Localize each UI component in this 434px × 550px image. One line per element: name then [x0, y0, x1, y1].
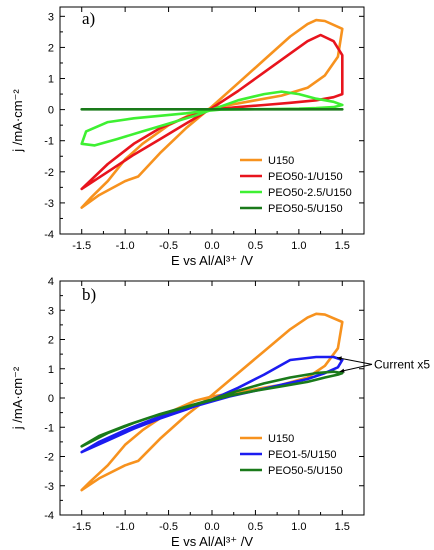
y-tick-label: 3 — [48, 305, 54, 317]
x-tick-label: 0.5 — [248, 521, 263, 533]
x-tick-label: -1.5 — [72, 521, 91, 533]
x-tick-label: -1.0 — [116, 521, 135, 533]
y-tick-label: -2 — [44, 452, 54, 464]
y-axis-title: j /mA·cm⁻² — [10, 366, 25, 430]
y-tick-label: 2 — [48, 335, 54, 347]
annotation-arrow-1 — [339, 363, 373, 373]
plot-frame — [59, 280, 365, 516]
y-tick-label: -1 — [44, 422, 54, 434]
panel-a: -1.5 -1.0 -0.5 0.0 0.5 1.0 1.5 -4 -3 -2 -1 0 1 2 3 E vs… — [10, 6, 365, 268]
x-axis-title: E vs Al/Al³⁺ /V — [171, 534, 253, 549]
x-tick-label: 1.5 — [335, 521, 350, 533]
legend-entry-2: PEO50-5/U150 — [268, 465, 343, 477]
annotation-arrow-0 — [336, 357, 373, 365]
y-tick-label: 2 — [48, 42, 54, 54]
panel-label: a) — [82, 9, 95, 28]
x-tick-label: -1.0 — [116, 240, 135, 252]
x-tick-label: -0.5 — [159, 240, 178, 252]
series-line-0 — [80, 18, 344, 209]
y-axis-title: j /mA·cm⁻² — [10, 89, 25, 153]
x-tick-label: 1.0 — [291, 521, 306, 533]
y-tick-label: -3 — [44, 481, 54, 493]
x-tick-label: -1.5 — [72, 240, 91, 252]
y-tick-label: 0 — [48, 105, 54, 117]
annotation-arrowhead-0 — [337, 356, 342, 361]
y-tick-label: 1 — [48, 364, 54, 376]
series-line-1 — [80, 355, 344, 454]
y-tick-label: 4 — [48, 276, 54, 288]
legend-entry-3: PEO50-5/U150 — [268, 203, 343, 215]
x-tick-label: 0.5 — [248, 240, 263, 252]
y-tick-label: -3 — [44, 198, 54, 210]
y-tick-label: -2 — [44, 167, 54, 179]
plot-frame — [59, 6, 365, 235]
y-tick-label: -1 — [44, 136, 54, 148]
x-tick-label: 0.0 — [204, 240, 219, 252]
series-line-2 — [80, 90, 344, 147]
x-tick-label: 0.0 — [204, 521, 219, 533]
x-tick-label: -0.5 — [159, 521, 178, 533]
annotation-arrowhead-1 — [339, 368, 345, 373]
panel-b: -1.5 -1.0 -0.5 0.0 0.5 1.0 1.5 -4 -3 -2 -1 0 1 2 3 4 E v… — [10, 276, 430, 549]
legend-entry-0: U150 — [268, 155, 294, 167]
legend-entry-1: PEO1-5/U150 — [268, 449, 336, 461]
legend-entry-0: U150 — [268, 433, 294, 445]
y-tick-label: -4 — [44, 229, 54, 241]
series-line-2 — [80, 370, 344, 448]
legend-entry-1: PEO50-1/U150 — [268, 171, 343, 183]
legend-entry-2: PEO50-2.5/U150 — [268, 187, 352, 199]
y-tick-label: -4 — [44, 510, 54, 522]
annotation-label: Current x5 — [374, 357, 430, 371]
y-tick-label: 1 — [48, 74, 54, 86]
y-tick-label: 0 — [48, 393, 54, 405]
y-tick-label: 3 — [48, 11, 54, 23]
panel-label: b) — [82, 285, 96, 304]
x-tick-label: 1.5 — [335, 240, 350, 252]
x-tick-label: 1.0 — [291, 240, 306, 252]
x-axis-title: E vs Al/Al³⁺ /V — [171, 253, 253, 268]
